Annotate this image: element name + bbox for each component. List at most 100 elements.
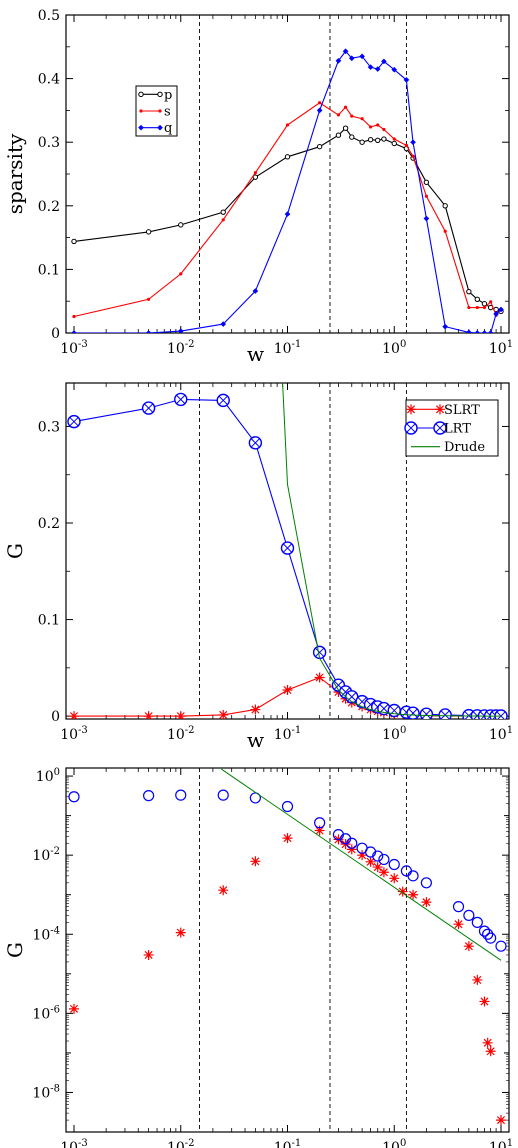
data-point-lrt — [314, 817, 326, 829]
panel-g-log: 10-3 10-2 10-1 100 101 100 10-2 10-4 10-6 10-8 w G — [3, 767, 513, 1148]
data-point-lrt — [372, 850, 384, 862]
data-point-q — [493, 311, 499, 317]
plot-frame — [65, 14, 510, 334]
x-tick-label: 10-1 — [274, 339, 302, 357]
legend: psq — [135, 85, 178, 137]
data-point-q — [367, 64, 374, 70]
data-point-lrt — [406, 706, 420, 719]
data-point-slrt — [372, 862, 383, 873]
panel-sparsity: 10-3 10-2 10-1 100 101 0 0.1 0.2 0.3 0.4 0.5 psq w sp… — [3, 8, 513, 366]
data-point-slrt — [479, 996, 490, 1007]
data-point-lrt-cross — [250, 438, 260, 448]
data-point-slrt — [143, 711, 154, 719]
x-tick-label: 10-1 — [274, 725, 302, 743]
data-point-lrt-cross — [440, 710, 450, 719]
data-point-lrt — [407, 870, 419, 882]
data-point-slrt — [397, 886, 408, 897]
data-point-lrt — [67, 414, 81, 429]
data-point-p — [367, 136, 374, 143]
legend-marker-q — [157, 124, 163, 131]
data-point-s — [467, 305, 471, 310]
data-point-q — [481, 330, 488, 333]
data-point-p — [335, 132, 342, 138]
data-point-s — [343, 105, 348, 109]
data-point-p — [349, 134, 355, 140]
data-point-lrt-cross — [69, 417, 79, 427]
data-point-s — [285, 123, 290, 127]
data-point-slrt — [378, 867, 389, 878]
data-point-lrt-cross — [144, 403, 154, 413]
legend-marker-q — [138, 124, 144, 131]
data-point-s — [72, 314, 76, 319]
data-point-p — [316, 143, 323, 150]
data-point-slrt — [482, 1037, 493, 1048]
data-point-slrt — [389, 873, 400, 884]
x-tick-label: 100 — [382, 725, 406, 743]
data-point-q — [71, 330, 77, 333]
data-point-p — [359, 139, 365, 145]
data-point-lrt — [420, 877, 432, 889]
data-point-p — [423, 179, 430, 185]
y-tick-label: 0.2 — [38, 516, 60, 532]
data-point-p — [391, 140, 397, 147]
data-point-p — [220, 209, 226, 215]
data-point-q — [374, 66, 381, 72]
data-point-lrt — [346, 837, 358, 849]
data-point-p — [178, 222, 184, 228]
y-tick-label: 0.5 — [38, 8, 60, 24]
plot-frame — [65, 767, 510, 1133]
data-point-slrt — [314, 825, 325, 836]
x-tick-label: 101 — [489, 339, 513, 357]
legend-label-drude: Drude — [444, 440, 485, 455]
data-point-s — [411, 154, 415, 158]
data-point-q — [403, 77, 410, 83]
data-point-lrt — [216, 393, 230, 408]
data-point-lrt-cross — [315, 647, 325, 657]
x-tick-label: 10-2 — [167, 339, 195, 357]
data-point-lrt — [482, 928, 494, 940]
data-point-lrt-cross — [282, 543, 293, 553]
legend-marker-s — [158, 109, 162, 113]
data-point-s — [147, 297, 151, 301]
y-axis-title: sparsity — [3, 133, 27, 214]
data-point-q — [145, 330, 152, 333]
x-axis-title: w — [247, 342, 264, 366]
data-point-slrt — [143, 949, 154, 960]
data-point-slrt — [496, 1115, 506, 1126]
y-tick-label: 10-4 — [32, 925, 60, 943]
data-point-q — [410, 139, 416, 146]
data-point-s — [360, 117, 364, 121]
y-tick-label: 10-2 — [32, 846, 60, 864]
data-point-p — [252, 174, 259, 180]
legend-marker-s — [139, 109, 143, 113]
y-tick-label: 0.2 — [38, 199, 60, 215]
series-line-drude — [282, 383, 501, 717]
data-point-p — [381, 136, 387, 142]
data-point-p — [71, 238, 77, 245]
data-point-q — [316, 107, 323, 114]
y-tick-label: 100 — [36, 767, 60, 785]
x-tick-label: 101 — [489, 1138, 513, 1148]
y-tick-label: 0.3 — [38, 135, 60, 151]
x-tick-label: 101 — [489, 725, 513, 743]
data-point-slrt — [333, 686, 344, 697]
data-point-q — [177, 328, 184, 333]
data-point-slrt — [282, 685, 293, 696]
data-point-q — [474, 330, 481, 333]
data-point-q — [284, 211, 291, 217]
data-point-q — [498, 306, 504, 313]
data-point-p — [442, 203, 448, 209]
data-point-slrt — [218, 709, 229, 719]
data-point-p — [474, 296, 481, 302]
x-tick-label: 100 — [382, 1138, 406, 1148]
data-point-lrt-cross — [408, 708, 418, 718]
data-point-q — [335, 57, 342, 64]
x-tick-label: 10-3 — [60, 339, 88, 357]
legend-marker-lrt — [433, 421, 447, 435]
data-point-s — [482, 305, 487, 310]
data-point-lrt-cross — [176, 394, 186, 404]
y-tick-label: 0 — [51, 326, 60, 342]
y-axis-title: G — [3, 942, 27, 958]
data-point-s — [179, 272, 183, 276]
data-point-q — [487, 330, 494, 333]
